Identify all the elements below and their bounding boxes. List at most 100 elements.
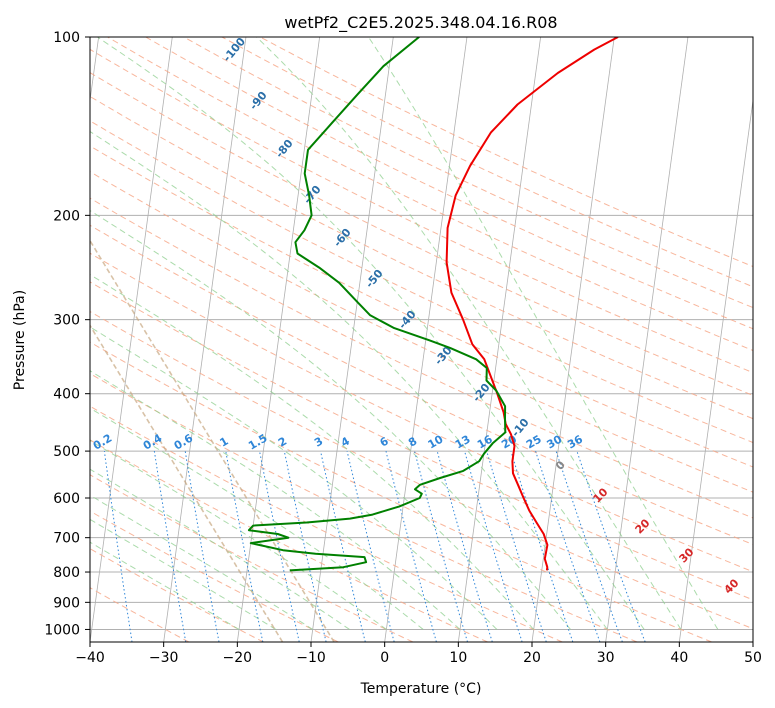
dry-adiabat-line — [90, 48, 753, 374]
chart-title: wetPf2_C2E5.2025.348.04.16.R08 — [284, 13, 557, 33]
mixing-ratio-line — [510, 450, 574, 642]
mixing-ratio-line — [436, 450, 493, 642]
y-tick-label: 200 — [53, 208, 80, 224]
dry-adiabat-line — [90, 341, 712, 642]
y-tick-label: 800 — [53, 565, 80, 581]
mixing-ratio-label: 0.4 — [141, 431, 165, 452]
plot-frame — [89, 36, 754, 643]
mixing-ratio-line — [259, 450, 300, 642]
dry-adiabat-line — [259, 37, 753, 268]
dry-adiabat-line — [107, 37, 753, 352]
isotherm-line — [752, 639, 753, 642]
mixing-ratio-line — [385, 450, 437, 642]
mixing-ratio-label: 8 — [406, 435, 419, 450]
moist-adiabat-line — [368, 37, 719, 630]
moist-adiabat-line — [90, 518, 277, 630]
x-tick-label: −40 — [75, 650, 105, 666]
y-tick-label: 400 — [53, 387, 80, 403]
mixing-ratio-line — [555, 450, 623, 642]
dry-adiabat-line — [90, 310, 753, 630]
mixing-ratio-line — [535, 450, 601, 642]
dry-adiabat-label: -70 — [301, 183, 324, 207]
x-tick-label: 20 — [523, 650, 541, 666]
moist-adiabat-label: 20 — [633, 516, 653, 536]
dry-adiabat-line — [90, 474, 414, 642]
dry-adiabat-line — [221, 37, 753, 288]
dry-adiabat-line — [90, 145, 753, 468]
x-tick-label: −30 — [149, 650, 179, 666]
mixing-ratio-label: 1 — [217, 435, 230, 450]
dry-adiabat-line — [90, 548, 264, 642]
dry-adiabat-label: -30 — [432, 344, 455, 368]
moist-adiabat-line — [90, 370, 461, 630]
moist-adiabat-line — [90, 468, 350, 630]
mixing-ratio-line — [346, 450, 395, 642]
plot-area: 0.1 0.2 0.4 0.6 1 1.5 2 3 4 6 8 10 13 16 20 25 30 36-100-… — [90, 37, 753, 642]
dry-adiabat-line — [90, 224, 753, 545]
moist-adiabat-label: 40 — [722, 576, 742, 596]
dry-adiabat-line — [90, 439, 488, 642]
isotherm-line — [90, 37, 173, 642]
moist-adiabat-line — [90, 130, 608, 630]
x-tick-label: 10 — [449, 650, 467, 666]
y-tick-label: 700 — [53, 531, 80, 547]
temperature-profile-line — [445, 37, 619, 571]
axes-ticks: −40 −30 −20 −10 0 10 20 30 40 50 100 200 300 400 500 60… — [44, 30, 762, 666]
mixing-ratio-label: 30 — [544, 432, 564, 451]
dry-adiabat-line — [90, 197, 753, 519]
mixing-ratio-label: 13 — [453, 433, 473, 452]
mixing-ratio-line — [320, 450, 366, 642]
x-tick-label: −20 — [223, 650, 253, 666]
mixing-ratio-label: 0.2 — [91, 432, 114, 453]
y-tick-label: 600 — [53, 491, 80, 507]
dry-adiabat-line — [90, 281, 753, 601]
dry-adiabat-label: -40 — [396, 308, 419, 332]
mixing-ratio-label: 3 — [312, 435, 325, 450]
x-tick-label: 50 — [744, 650, 762, 666]
mixing-ratio-line — [103, 451, 133, 642]
mixing-ratio-label: 10 — [426, 432, 446, 451]
mixing-ratio-line — [464, 450, 523, 642]
mixing-ratio-line — [184, 451, 220, 642]
mixing-ratio-line — [283, 450, 327, 642]
y-tick-label: 500 — [53, 444, 80, 460]
y-axis-label: Pressure (hPa) — [12, 290, 28, 390]
x-tick-label: 0 — [380, 650, 389, 666]
guide-curve — [90, 324, 284, 642]
x-tick-label: −10 — [296, 650, 326, 666]
dry-adiabat-label: -80 — [273, 137, 296, 161]
moist-adiabat-line — [97, 37, 645, 630]
dry-adiabat-label: -90 — [247, 89, 270, 113]
isotherm-line — [605, 37, 689, 642]
isotherm-line — [457, 37, 542, 642]
dry-adiabat-line — [145, 37, 753, 330]
moist-adiabat-label: 30 — [677, 545, 697, 565]
dry-adiabat-label: -60 — [331, 226, 354, 250]
dry-adiabat-line — [90, 252, 753, 573]
moist-adiabat-line — [90, 541, 240, 630]
mixing-ratio-line — [153, 451, 187, 642]
x-tick-label: 30 — [597, 650, 615, 666]
isotherm-line — [163, 37, 247, 642]
mixing-ratio-label: 4 — [339, 434, 352, 449]
mixing-ratio-line — [486, 450, 547, 642]
moist-adiabat-label: 10 — [591, 485, 611, 505]
dry-adiabat-line — [90, 95, 753, 420]
mixing-ratio-line — [225, 451, 264, 642]
mixing-ratio-label: 16 — [475, 432, 495, 451]
y-tick-label: 300 — [53, 313, 80, 329]
mixing-ratio-label: 2 — [276, 435, 289, 450]
y-tick-label: 1000 — [44, 622, 80, 638]
y-tick-label: 100 — [53, 30, 80, 46]
mixing-ratio-label: 1.5 — [246, 432, 269, 453]
y-tick-label: 900 — [53, 595, 80, 611]
x-tick-label: 40 — [670, 650, 688, 666]
dry-adiabat-line — [90, 405, 563, 642]
isotherm-line — [90, 37, 100, 104]
dewpoint-profile-line — [247, 37, 507, 572]
moist-adiabat-line — [256, 37, 682, 630]
isotherm-line — [236, 37, 321, 642]
moist-adiabat-line — [90, 439, 387, 630]
isotherm-line — [531, 37, 615, 642]
